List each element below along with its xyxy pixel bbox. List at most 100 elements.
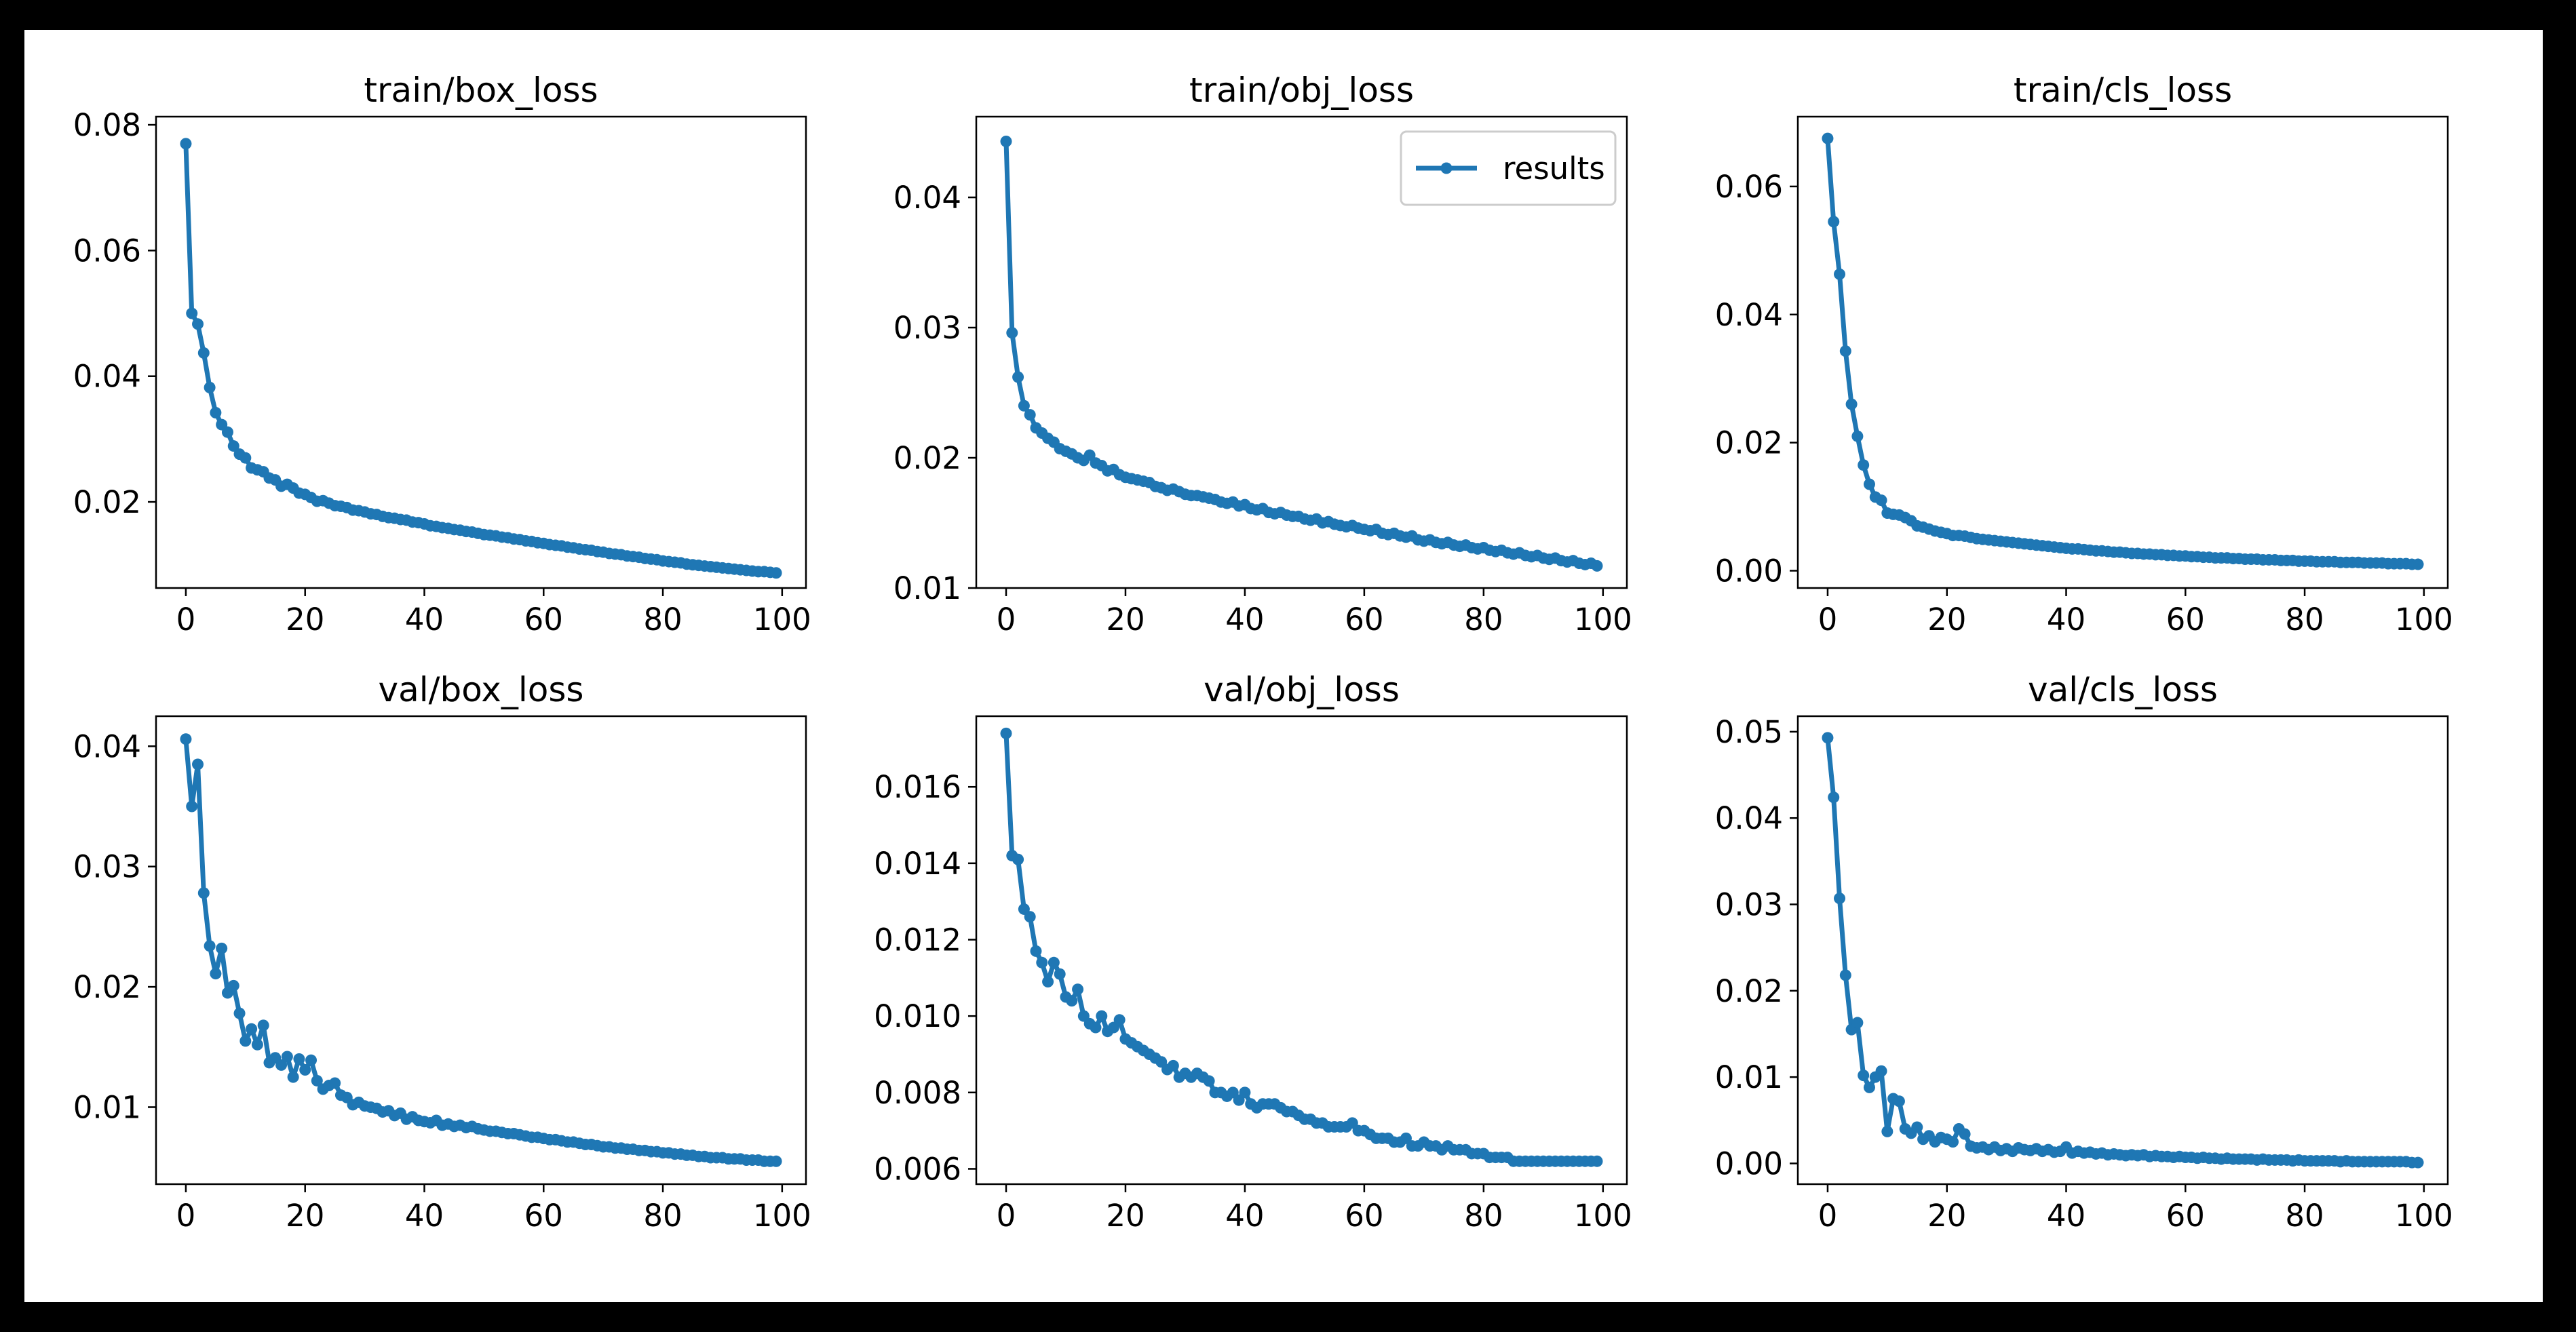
data-point: [2412, 558, 2424, 570]
data-point: [1203, 1075, 1215, 1087]
subplot-val-obj-loss: val/obj_loss 0 20 40 60 80 100 0.006 0.008 0.010 0…: [874, 670, 1632, 1234]
y-tick-label: 0.010: [874, 998, 961, 1034]
x-tick-label: 20: [286, 1198, 324, 1234]
axes-frame: [975, 115, 1628, 589]
data-point: [210, 406, 222, 418]
y-tick-label: 0.03: [893, 310, 961, 346]
x-tick-label: 40: [2047, 602, 2085, 638]
data-point: [1024, 911, 1036, 923]
data-point: [233, 1007, 246, 1019]
series-line-results: [1825, 735, 2421, 1165]
x-tick-label: 100: [2395, 602, 2453, 638]
subplot-title: train/obj_loss: [1189, 71, 1414, 110]
subplot-title: train/cls_loss: [2014, 71, 2232, 110]
data-point: [1851, 1017, 1864, 1029]
data-point: [1828, 791, 1840, 804]
data-point: [1167, 1059, 1179, 1072]
data-point: [1054, 968, 1066, 980]
legend-marker: [1440, 162, 1453, 174]
data-point: [305, 1054, 318, 1066]
data-point: [1030, 945, 1042, 957]
subplot-val-cls-loss: val/cls_loss 0 20 40 60 80 100 0.00 0.01 0.02 0.03…: [1715, 670, 2453, 1234]
data-point: [204, 940, 216, 952]
y-tick-label: 0.06: [1715, 169, 1783, 205]
x-tick-label: 20: [286, 602, 324, 638]
y-tick-label: 0.00: [1715, 553, 1783, 589]
x-tick-label: 100: [1574, 1198, 1632, 1234]
data-point: [311, 1074, 323, 1086]
x-tick-label: 0: [997, 1198, 1016, 1234]
data-point: [227, 979, 239, 992]
data-point: [1893, 1095, 1905, 1108]
y-tick-label: 0.01: [1715, 1059, 1783, 1095]
y-tick-label: 0.03: [73, 849, 141, 885]
data-point: [293, 1053, 305, 1065]
data-point: [246, 1023, 258, 1035]
data-point: [1875, 494, 1887, 507]
y-tick-label: 0.01: [73, 1089, 141, 1125]
x-tick-label: 40: [1225, 1198, 1264, 1234]
y-tick-label: 0.04: [893, 180, 961, 216]
y-tick-label: 0.05: [1715, 714, 1783, 750]
data-point: [1096, 1010, 1108, 1022]
legend-label: results: [1503, 151, 1605, 187]
data-point: [227, 440, 239, 452]
data-point: [1858, 1070, 1870, 1082]
x-tick-label: 60: [2166, 1198, 2205, 1234]
data-point: [1947, 1136, 1959, 1148]
x-tick-label: 80: [1464, 602, 1503, 638]
x-tick-label: 40: [405, 1198, 444, 1234]
data-point: [1858, 459, 1870, 471]
data-point: [1000, 727, 1012, 739]
series-line-results: [1003, 730, 1600, 1164]
data-point: [1042, 975, 1054, 987]
data-point: [1839, 969, 1851, 981]
x-tick-label: 80: [1464, 1198, 1503, 1234]
subplot-val-box-loss: val/box_loss 0 20 40 60 80 100 0.01 0.02 0.03 0.04: [73, 670, 811, 1234]
data-point: [1018, 399, 1030, 412]
data-point: [1036, 956, 1048, 968]
data-point: [329, 1077, 341, 1089]
x-tick-label: 0: [176, 1198, 196, 1234]
y-tick-label: 0.02: [73, 484, 141, 520]
data-point: [1083, 449, 1096, 461]
x-tick-label: 80: [643, 602, 682, 638]
x-tick-label: 0: [176, 602, 196, 638]
x-tick-label: 60: [524, 602, 563, 638]
data-point: [180, 733, 192, 745]
series-line-results: [183, 141, 779, 576]
data-point: [1863, 1081, 1875, 1093]
subplot-train-obj-loss: train/obj_loss 0 20 40 60 80 100 0.01 0.02 0.03 0.…: [893, 71, 1632, 638]
data-point: [1822, 132, 1834, 144]
data-point: [192, 318, 204, 330]
data-point: [1591, 1155, 1603, 1167]
data-point: [192, 758, 204, 770]
figure: train/box_loss 0 20 40 60 80 100 0.02 0.04 0.06 0.…: [73, 71, 2453, 1234]
y-tick-label: 0.02: [1715, 973, 1783, 1009]
data-point: [299, 1063, 311, 1076]
x-tick-label: 100: [1574, 602, 1632, 638]
data-point: [251, 1038, 263, 1051]
data-point: [287, 1071, 299, 1083]
x-tick-label: 20: [1927, 602, 1966, 638]
x-tick-label: 60: [2166, 602, 2205, 638]
data-point: [1851, 430, 1864, 442]
data-point: [1911, 1121, 1923, 1133]
y-tick-label: 0.08: [73, 107, 141, 143]
data-point: [1000, 135, 1012, 147]
axes-frame: [1796, 715, 2449, 1186]
data-point: [1834, 268, 1846, 280]
subplot-train-cls-loss: train/cls_loss 0 20 40 60 80 100 0.00 0.02 0.04 0.…: [1715, 71, 2453, 638]
x-tick-label: 100: [753, 602, 811, 638]
data-point: [281, 1051, 293, 1063]
x-tick-label: 0: [1818, 602, 1838, 638]
data-point: [197, 887, 210, 899]
y-tick-label: 0.04: [73, 359, 141, 395]
series-line-results: [1825, 136, 2421, 567]
figure-canvas: train/box_loss 0 20 40 60 80 100 0.02 0.04 0.06 0.…: [24, 30, 2543, 1302]
data-point: [1066, 995, 1078, 1007]
x-tick-label: 60: [1345, 1198, 1383, 1234]
axes-frame: [155, 715, 807, 1186]
data-point: [1845, 398, 1858, 410]
x-tick-label: 60: [1345, 602, 1383, 638]
